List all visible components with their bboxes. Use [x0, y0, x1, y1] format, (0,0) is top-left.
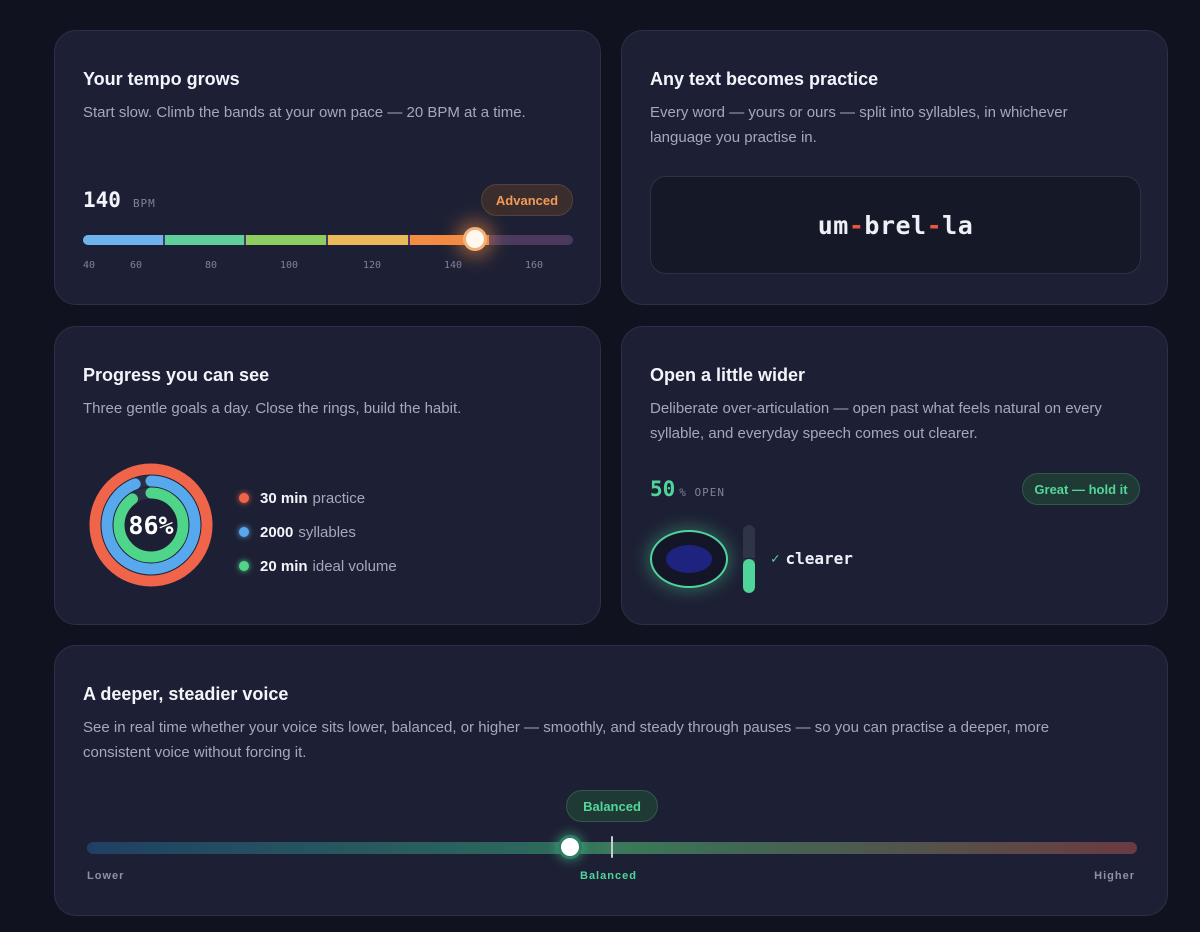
- articulation-description: Deliberate over-articulation — open past…: [650, 400, 1102, 442]
- progress-percent: 86%: [128, 510, 174, 540]
- status-badge: Great — hold it: [1022, 473, 1140, 505]
- voice-card: A deeper, steadier voice See in real tim…: [54, 645, 1168, 916]
- legend-item: 20 min ideal volume: [239, 549, 397, 583]
- legend-label: ideal volume: [312, 557, 397, 575]
- tempo-band-4: [328, 235, 408, 245]
- result-label: ✓ clearer: [771, 549, 853, 568]
- syllables-title: Any text becomes practice: [650, 69, 879, 89]
- syllable-part: um: [817, 210, 849, 240]
- progress-legend: 30 min practice 2000 syllables 20 min ideal v…: [239, 481, 397, 583]
- bpm-readout: 140 BPM: [83, 188, 156, 212]
- tempo-title: Your tempo grows: [83, 69, 240, 89]
- tempo-slider-thumb[interactable]: [463, 227, 488, 251]
- ring-ideal-volume: [113, 487, 189, 563]
- legend-dot-icon: [239, 493, 249, 503]
- progress-card: Progress you can see Three gentle goals …: [54, 326, 601, 625]
- check-icon: ✓: [771, 550, 780, 567]
- tempo-slider-track[interactable]: [83, 235, 573, 245]
- syllable-word-display: um - brel - la: [650, 176, 1141, 274]
- voice-title: A deeper, steadier voice: [83, 684, 289, 704]
- bpm-unit: BPM: [132, 197, 156, 210]
- open-value: 50: [650, 477, 676, 501]
- voice-label-lower: Lower: [87, 870, 125, 882]
- voice-label-balanced: Balanced: [580, 870, 637, 882]
- legend-dot-icon: [239, 527, 249, 537]
- voice-label-higher: Higher: [1094, 870, 1135, 882]
- open-unit: % OPEN: [679, 486, 726, 499]
- syllables-card: Any text becomes practice Every word — y…: [621, 30, 1168, 305]
- legend-item: 2000 syllables: [239, 515, 397, 549]
- voice-center-marker: [611, 836, 613, 858]
- legend-label: syllables: [298, 523, 356, 541]
- syllable-separator: -: [848, 210, 865, 240]
- syllable-separator: -: [926, 210, 943, 240]
- progress-title: Progress you can see: [83, 365, 270, 385]
- tempo-tick-40: 40: [83, 260, 96, 271]
- legend-value: 20 min: [260, 557, 308, 575]
- syllable-part: brel: [864, 210, 927, 240]
- tempo-tick-120: 120: [363, 260, 382, 271]
- tempo-description: Start slow. Climb the bands at your own …: [83, 104, 526, 121]
- tempo-tick-80: 80: [205, 260, 218, 271]
- syllables-description: Every word — yours or ours — split into …: [650, 104, 1068, 146]
- bpm-value: 140: [83, 188, 121, 212]
- meter-target-tick: [743, 558, 755, 559]
- progress-description: Three gentle goals a day. Close the ring…: [83, 400, 462, 417]
- articulation-card: Open a little wider Deliberate over-arti…: [621, 326, 1168, 625]
- progress-rings: [89, 463, 213, 587]
- mouth-opening: [666, 545, 712, 573]
- voice-pitch-indicator: [558, 835, 582, 859]
- mouth-shape-icon: [650, 530, 728, 588]
- ring-practice: [89, 463, 213, 587]
- open-readout: 50 % OPEN: [650, 477, 725, 501]
- openness-meter-fill: [743, 559, 755, 593]
- legend-value: 2000: [260, 523, 294, 541]
- ring-syllables: [101, 475, 201, 575]
- syllable-part: la: [942, 210, 974, 240]
- tempo-band-3: [246, 235, 326, 245]
- legend-dot-icon: [239, 561, 249, 571]
- tempo-band-2: [164, 235, 245, 245]
- tempo-tick-160: 160: [525, 260, 544, 271]
- voice-badge: Balanced: [566, 790, 658, 822]
- voice-description: See in real time whether your voice sits…: [83, 719, 1050, 761]
- legend-value: 30 min: [260, 489, 308, 507]
- tempo-card: Your tempo grows Start slow. Climb the b…: [54, 30, 601, 305]
- tempo-band-5: [409, 235, 490, 245]
- legend-item: 30 min practice: [239, 481, 397, 515]
- tempo-tick-60: 60: [130, 260, 143, 271]
- result-word: clearer: [785, 549, 853, 568]
- articulation-title: Open a little wider: [650, 365, 806, 385]
- legend-label: practice: [312, 489, 366, 507]
- tempo-tick-140: 140: [444, 260, 463, 271]
- level-badge: Advanced: [481, 184, 573, 216]
- tempo-band-1: [83, 235, 163, 245]
- openness-meter: [743, 525, 755, 593]
- tempo-tick-100: 100: [280, 260, 299, 271]
